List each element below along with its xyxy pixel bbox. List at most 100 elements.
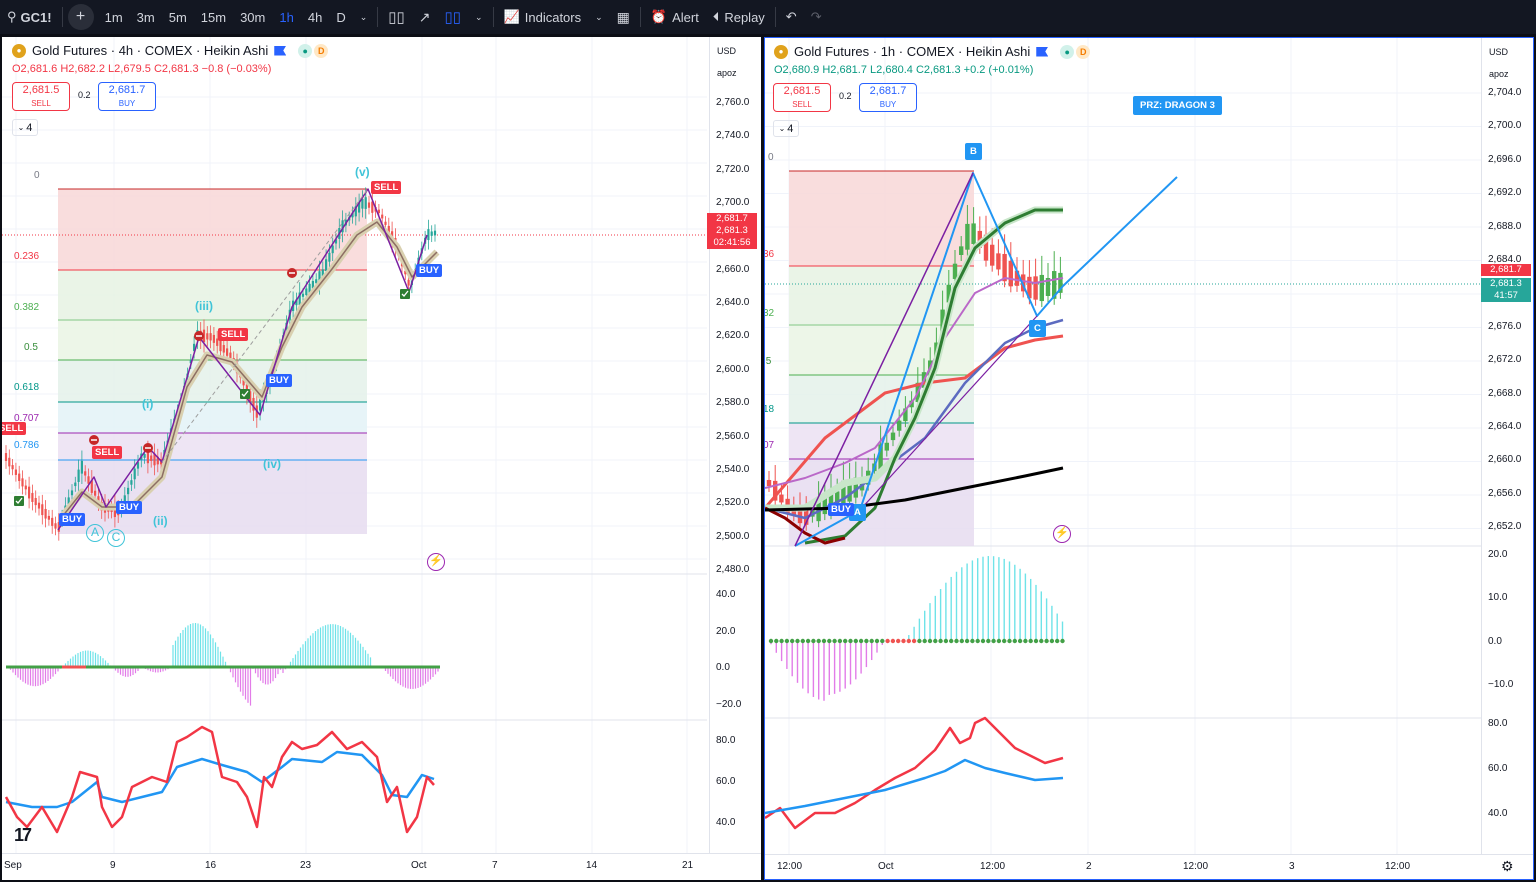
interval-1h[interactable]: 1h xyxy=(279,9,294,25)
interval-dropdown[interactable]: ⌄ xyxy=(353,0,375,34)
indicators-button[interactable]: 📈 Indicators xyxy=(497,0,589,34)
interval-5m[interactable]: 5m xyxy=(168,9,187,25)
heikin-ashi-button[interactable]: ▯▯ xyxy=(438,0,469,34)
chevron-down-icon: ⌄ xyxy=(17,123,25,132)
chart-pane-1h[interactable]: ● Gold Futures · 1h · COMEX · Heikin Ash… xyxy=(764,37,1534,880)
bar-countdown: 02:41:56 xyxy=(707,237,757,249)
candle-body xyxy=(1058,272,1063,293)
currency-button[interactable]: USD xyxy=(717,46,737,56)
sell-button[interactable]: 2,681.5 SELL xyxy=(773,83,831,112)
candle-body xyxy=(354,206,357,217)
currency-button[interactable]: USD xyxy=(1489,47,1509,57)
interval-3m[interactable]: 3m xyxy=(136,9,155,25)
candle-body xyxy=(259,398,262,411)
divider xyxy=(492,7,494,27)
candle-body xyxy=(766,479,772,487)
interval-4h[interactable]: 4h xyxy=(307,9,323,25)
candle-body xyxy=(18,473,21,482)
wave-label-iii: (iii) xyxy=(195,299,213,313)
line-style-button[interactable]: ↗ xyxy=(412,0,438,34)
candle-body xyxy=(34,497,37,506)
candle-body xyxy=(835,491,840,505)
symbol-search[interactable]: ⚲ GC1! xyxy=(0,0,59,34)
flag-icon[interactable] xyxy=(1036,46,1049,57)
osc-dot xyxy=(986,638,991,644)
osc-dot xyxy=(816,638,821,644)
lightning-icon[interactable]: ⚡ xyxy=(427,553,445,571)
osc-dot xyxy=(938,638,943,644)
fib-level-partial: 18 xyxy=(764,404,775,415)
settings-gear-icon[interactable]: ⚙ xyxy=(1501,858,1514,874)
sell-button[interactable]: 2,681.5 SELL xyxy=(12,82,70,111)
osc-dot xyxy=(858,638,864,644)
candle-body xyxy=(940,309,945,336)
pattern-point-b[interactable]: B xyxy=(965,143,982,160)
compare-symbol-button[interactable]: + xyxy=(67,4,94,30)
replay-button[interactable]: ⏴ Replay xyxy=(706,0,772,34)
sell-signal-tag: SELL xyxy=(2,422,27,435)
alert-button[interactable]: ⏰ Alert xyxy=(644,0,706,34)
gold-logo-icon: ● xyxy=(12,43,26,58)
candle-body xyxy=(404,270,407,275)
interval-15m[interactable]: 15m xyxy=(200,9,227,25)
time-tick: 23 xyxy=(300,860,312,871)
prz-label[interactable]: PRZ: DRAGON 3 xyxy=(1133,96,1222,115)
chart-title[interactable]: Gold Futures · 4h · COMEX · Heikin Ashi xyxy=(32,43,269,58)
chart-pane-4h[interactable]: ● Gold Futures · 4h · COMEX · Heikin Ash… xyxy=(2,37,761,880)
chart-canvas-4h[interactable] xyxy=(2,37,761,880)
buy-button[interactable]: 2,681.7 BUY xyxy=(859,83,917,112)
tradingview-logo[interactable]: 17 xyxy=(14,825,32,845)
divider xyxy=(774,7,776,27)
osc-tick: −20.0 xyxy=(716,698,742,710)
redo-button[interactable]: ↷ xyxy=(804,0,829,34)
time-axis-1h[interactable]: 12:00 Oct 12:00 2 12:00 3 12:00 xyxy=(765,854,1533,879)
osc-dot xyxy=(901,638,906,644)
interval-d[interactable]: D xyxy=(336,9,346,25)
candle-body xyxy=(153,453,156,466)
low-value: L2,680.4 xyxy=(870,64,913,76)
interval-1m[interactable]: 1m xyxy=(104,9,123,25)
candle-body xyxy=(427,229,430,241)
sell-signal-tag: SELL xyxy=(371,181,402,194)
fib-zone xyxy=(58,360,367,402)
pattern-point-c[interactable]: C xyxy=(1029,320,1046,337)
candle-body xyxy=(90,480,93,493)
sell-signal-tag: SELL xyxy=(218,328,249,341)
osc-tick: −10.0 xyxy=(1488,678,1514,690)
buy-button[interactable]: 2,681.7 BUY xyxy=(98,82,156,111)
ma-red xyxy=(765,334,1064,509)
lightning-icon[interactable]: ⚡ xyxy=(1053,525,1071,543)
chart-canvas-1h[interactable] xyxy=(765,38,1533,879)
osc-tick: 0.0 xyxy=(1488,635,1502,647)
collapse-indicators-button[interactable]: ⌄ 4 xyxy=(12,119,38,136)
layout-button[interactable]: ▦ xyxy=(610,0,637,34)
ohlc-values: O2,680.9 H2,681.7 L2,680.4 C2,681.3 +0.2… xyxy=(774,64,1033,76)
candle-body xyxy=(130,480,133,485)
scale-mode-button[interactable]: apoz xyxy=(1489,69,1509,79)
time-axis-4h[interactable]: Sep 9 16 23 Oct 7 14 21 xyxy=(2,853,761,880)
buy-signal-tag: BUY xyxy=(59,513,86,526)
chart-type-dropdown[interactable]: ⌄ xyxy=(468,0,490,34)
chevron-down-icon: ⌄ xyxy=(778,124,786,133)
chart-title[interactable]: Gold Futures · 1h · COMEX · Heikin Ashi xyxy=(794,44,1031,59)
osc-dot xyxy=(975,638,980,644)
indicator-count: 4 xyxy=(787,122,794,135)
price-tick: 2,580.0 xyxy=(716,397,750,409)
sell-label: SELL xyxy=(31,99,51,108)
price-tick: 2,656.0 xyxy=(1488,487,1522,499)
flag-icon[interactable] xyxy=(274,45,287,56)
candle-body xyxy=(773,480,778,501)
indicators-dropdown[interactable]: ⌄ xyxy=(588,0,610,34)
interval-30m[interactable]: 30m xyxy=(240,9,266,25)
chevron-down-icon: ⌄ xyxy=(359,11,368,22)
scale-mode-button[interactable]: apoz xyxy=(717,68,737,78)
price-scale-1h[interactable]: USD apoz 2,704.0 2,700.0 2,696.0 2,692.0 2,6… xyxy=(1481,38,1533,854)
candle-body xyxy=(57,522,60,532)
candle-body xyxy=(143,454,146,458)
candle-body xyxy=(407,279,410,286)
price-scale-4h[interactable]: USD apoz 2,760.0 2,740.0 2,720.0 2,700.0 2,6… xyxy=(709,37,761,853)
bars-style-button[interactable]: ▯▯ xyxy=(381,0,412,34)
candle-body xyxy=(67,497,70,506)
collapse-indicators-button[interactable]: ⌄ 4 xyxy=(773,120,799,137)
undo-button[interactable]: ↶ xyxy=(779,0,804,34)
